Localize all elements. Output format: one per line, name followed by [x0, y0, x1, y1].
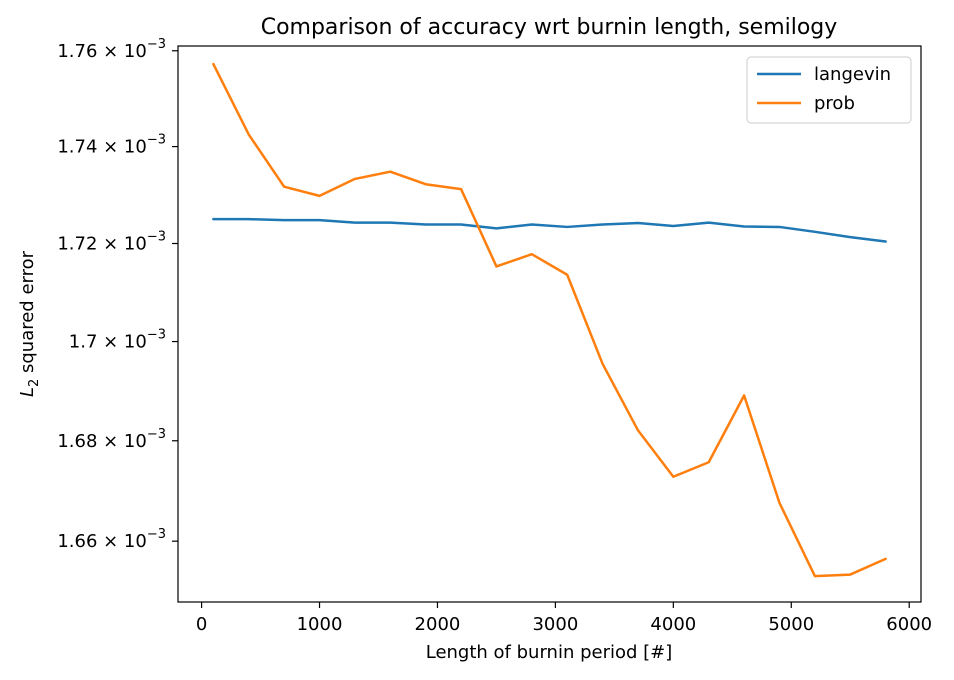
chart-title: Comparison of accuracy wrt burnin length…: [261, 15, 838, 40]
y-axis-label-base: L: [17, 387, 38, 397]
x-tick-label: 3000: [532, 614, 578, 635]
x-tick-label: 6000: [886, 614, 932, 635]
legend-label-prob: prob: [814, 93, 855, 114]
y-tick-label: 1.7 × 10−3: [69, 328, 166, 353]
legend-label-langevin: langevin: [814, 64, 891, 85]
y-axis-label-subscript: 2: [27, 379, 42, 387]
plot-frame: [177, 45, 922, 603]
x-tick-label: 0: [196, 614, 207, 635]
x-tick-label: 5000: [768, 614, 814, 635]
y-tick-label: 1.72 × 10−3: [57, 229, 166, 254]
y-tick-label: 1.74 × 10−3: [57, 133, 166, 158]
legend: langevin prob: [746, 56, 912, 124]
y-axis: 1.66 × 10−3 1.68 × 10−3 1.7 × 10−3 1.72 × 1…: [57, 37, 178, 552]
series-layer: [212, 62, 887, 578]
y-axis-label-rest: squared error: [17, 250, 38, 378]
x-axis-label: Length of burnin period [#]: [426, 642, 673, 663]
x-tick-label: 4000: [650, 614, 696, 635]
y-tick-label: 1.66 × 10−3: [57, 527, 166, 552]
y-axis-label: L2 squared error: [17, 250, 42, 397]
series-line-prob: [212, 62, 887, 578]
series-line-langevin: [212, 217, 887, 243]
y-tick-label: 1.76 × 10−3: [57, 37, 166, 62]
x-axis: 0 1000 2000 3000 4000 5000 6000: [196, 602, 932, 635]
x-tick-label: 2000: [415, 614, 461, 635]
x-tick-label: 1000: [297, 614, 343, 635]
y-tick-label: 1.68 × 10−3: [57, 427, 166, 452]
